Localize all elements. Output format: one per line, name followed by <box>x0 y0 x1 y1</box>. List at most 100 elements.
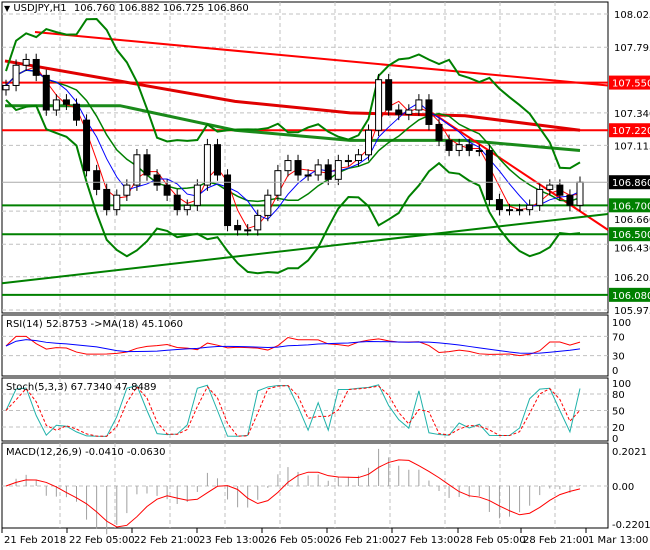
ma-slow-green <box>5 104 581 152</box>
pane-frame <box>1 377 609 442</box>
candle-body <box>415 99 423 111</box>
candle-body <box>445 139 453 151</box>
rsi-ma-line <box>5 339 581 354</box>
x-tick-label: 26 Feb 21:00 <box>329 535 395 546</box>
candle-body <box>455 144 463 151</box>
level-tag <box>609 287 650 302</box>
candle-body <box>475 149 483 152</box>
chart-header: ▼ USDJPY,H1 106.760 106.882 106.725 106.… <box>4 3 249 14</box>
candle-body <box>536 188 544 206</box>
y-tick-label: 107.795 <box>614 43 650 54</box>
candle-body <box>395 109 403 115</box>
candle-body <box>304 174 312 177</box>
stoch-tick-label: 0 <box>612 434 618 445</box>
level-tag <box>609 75 650 90</box>
stoch-tick-label: 100 <box>612 379 631 390</box>
candle-body <box>22 58 30 66</box>
candle-body <box>334 160 342 180</box>
y-tick-label: 105.975 <box>614 306 650 317</box>
menu-triangle-icon[interactable]: ▼ <box>4 4 11 13</box>
candle-body <box>405 109 413 115</box>
candle-body <box>274 170 282 196</box>
candle-body <box>224 174 232 227</box>
candle-body <box>284 160 292 172</box>
stoch-tick-label: 50 <box>612 407 625 418</box>
level-tag <box>609 227 650 242</box>
ma-mid <box>5 69 581 220</box>
level-tag <box>609 198 650 213</box>
candle-body <box>12 64 20 86</box>
candle-body <box>203 144 211 186</box>
candle-body <box>2 84 10 91</box>
candle-body <box>495 199 503 211</box>
candle-body <box>344 160 352 163</box>
x-tick-label: 26 Feb 05:00 <box>264 535 330 546</box>
y-tick-label: 107.115 <box>614 141 650 152</box>
bollinger-lower <box>5 99 581 275</box>
stoch-signal-line <box>5 385 581 437</box>
candle-body <box>83 119 91 172</box>
x-tick-label: 27 Feb 13:00 <box>394 535 460 546</box>
trendline <box>431 112 609 231</box>
candle-body <box>485 149 493 201</box>
ohlc-label: 106.760 106.882 106.725 106.860 <box>73 3 249 14</box>
candle-body <box>52 99 60 111</box>
candle-body <box>173 194 181 211</box>
rsi-tick-label: 100 <box>612 318 631 329</box>
y-tick-label: 106.430 <box>614 244 650 255</box>
macd-label: MACD(12,26,9) -0.0410 -0.0630 <box>6 447 166 458</box>
x-tick-label: 21 Feb 2018 <box>4 535 66 546</box>
y-tick-label: 106.660 <box>614 215 650 226</box>
candle-body <box>183 204 191 211</box>
macd-signal-line <box>5 459 581 528</box>
candle-body <box>435 123 443 141</box>
candle-body <box>576 181 584 206</box>
symbol-label: USDJPY,H1 <box>13 3 67 14</box>
level-tag-label: 106.500 <box>612 230 650 241</box>
candle-body <box>506 209 514 212</box>
candle-body <box>375 79 383 131</box>
current-price-label: 106.860 <box>612 178 650 189</box>
rsi-tick-label: 70 <box>612 332 625 343</box>
rsi-tick-label: 0 <box>612 366 618 377</box>
candle-body <box>254 214 262 231</box>
y-tick-label: 106.205 <box>614 273 650 284</box>
x-tick-label: 22 Feb 05:00 <box>69 535 135 546</box>
candle-body <box>244 229 252 232</box>
level-tag-label: 106.700 <box>612 201 650 212</box>
rsi-label: RSI(14) 52.8753 ->MA(18) 45.1060 <box>6 319 183 330</box>
candle-body <box>123 184 131 196</box>
candle-body <box>72 103 80 121</box>
candle-body <box>294 160 302 176</box>
candle-body <box>365 129 373 156</box>
stoch-tick-label: 20 <box>612 423 625 434</box>
rsi-tick-label: 30 <box>612 352 625 363</box>
ma-fast <box>5 66 581 230</box>
candle-body <box>62 99 70 105</box>
candle-body <box>556 184 564 196</box>
candle-body <box>566 194 574 206</box>
candle-body <box>314 164 322 176</box>
x-tick-label: 23 Feb 13:00 <box>199 535 265 546</box>
candle-body <box>93 170 101 190</box>
macd-tick-label: -0.2201 <box>612 520 650 531</box>
bollinger-middle <box>5 69 581 203</box>
candle-body <box>193 184 201 206</box>
candle-body <box>385 79 393 111</box>
candle-body <box>546 184 554 190</box>
stoch-tick-label: 80 <box>612 390 625 401</box>
rsi-line <box>5 335 581 357</box>
candle-body <box>133 154 141 186</box>
candle-body <box>234 225 242 231</box>
candle-body <box>153 174 161 186</box>
candle-body <box>113 194 121 211</box>
candle-body <box>324 164 332 180</box>
candle-body <box>516 209 524 212</box>
candle-body <box>425 99 433 125</box>
level-tag-label: 107.550 <box>612 79 650 90</box>
x-tick-label: 28 Feb 05:00 <box>460 535 526 546</box>
candle-body <box>465 144 473 151</box>
candle-body <box>526 204 534 211</box>
